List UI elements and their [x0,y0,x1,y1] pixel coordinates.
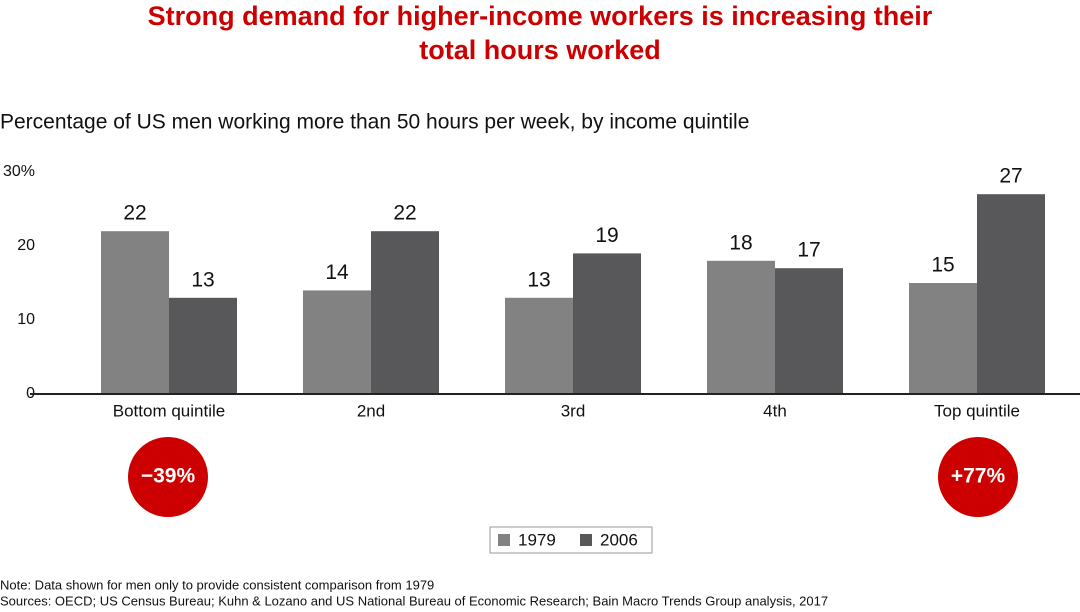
x-tick-label: Bottom quintile [113,401,225,420]
data-label: 13 [191,268,214,291]
data-label: 27 [999,165,1022,188]
legend-swatch [580,534,592,546]
x-tick-label: 4th [763,401,787,420]
chart-title: Strong demand for higher-income workers … [148,1,933,65]
bar [371,231,439,394]
bar [977,194,1045,394]
data-label: 13 [527,268,550,291]
data-label: 19 [595,224,618,247]
bar [101,231,169,394]
sources: Sources: OECD; US Census Bureau; Kuhn & … [0,593,828,608]
x-tick-label: 2nd [357,401,385,420]
annotation: +77% [951,465,1006,488]
legend-label: 1979 [518,530,556,549]
data-label: 18 [729,231,752,254]
bar [505,297,573,394]
data-label: 22 [123,202,146,225]
y-tick-label: 10 [17,311,35,328]
data-label: 17 [797,239,820,262]
note: Note: Data shown for men only to provide… [0,577,434,592]
data-label: 15 [931,254,954,277]
legend-box [489,526,653,554]
y-tick-label: 30% [3,163,35,180]
x-tick-label: 3rd [561,401,586,420]
bar [707,260,775,394]
chart-subtitle: Percentage of US men working more than 5… [0,111,749,134]
y-tick-label: 20 [17,237,35,254]
data-label: 22 [393,202,416,225]
x-tick-label: Top quintile [934,401,1020,420]
annotation-circle [128,437,208,517]
legend-label: 2006 [600,530,638,549]
data-label: 14 [325,261,349,284]
annotation: −39% [141,465,196,488]
bar [303,290,371,394]
annotation-circle [938,437,1018,517]
bar [909,283,977,394]
bar [169,297,237,394]
legend-swatch [498,534,510,546]
bar [775,268,843,394]
bar [573,253,641,394]
